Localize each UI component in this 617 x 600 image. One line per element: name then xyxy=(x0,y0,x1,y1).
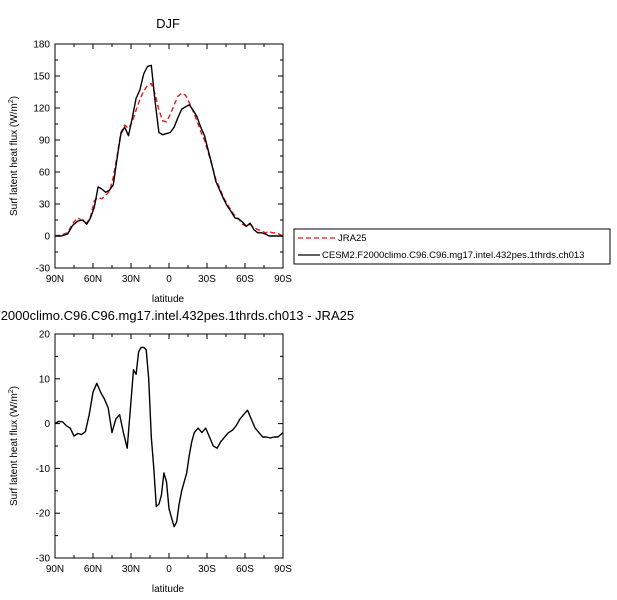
top-x-tick-label: 0 xyxy=(166,274,172,285)
bottom-plot-frame xyxy=(54,333,284,559)
top-series-line-jra25 xyxy=(54,82,284,237)
bottom-y-axis-label: Surf latent heat flux (W/m2) xyxy=(8,386,20,506)
bottom-series-lines xyxy=(54,346,284,528)
bottom-x-ticks: 90N 60N 30N 0 30S 60S 90S xyxy=(46,334,292,575)
top-y-tick-label: 120 xyxy=(33,104,50,115)
top-plot-frame xyxy=(54,43,284,269)
bottom-chart: 2.F2000climo.C96.C96.mg17.intel.432pes.1… xyxy=(0,308,354,595)
top-chart-title: DJF xyxy=(156,16,180,31)
top-x-ticks: 90N 60N 30N 0 30S 60S 90S xyxy=(46,44,292,285)
bottom-y-tick-label: 10 xyxy=(39,374,51,385)
top-x-tick-label: 30S xyxy=(198,274,216,285)
bottom-x-tick-label: 30S xyxy=(198,564,216,575)
top-x-tick-label: 30N xyxy=(122,274,140,285)
top-y-tick-label: 180 xyxy=(33,40,50,51)
top-chart: DJF -30 0 30 60 90 120 150 180 90N 60N 30N 0 30S 60S… xyxy=(8,16,292,305)
top-x-tick-label: 90N xyxy=(46,274,64,285)
bottom-y-tick-label: -20 xyxy=(36,509,51,520)
bottom-x-tick-label: 90N xyxy=(46,564,64,575)
top-series-lines xyxy=(54,64,284,237)
bottom-series-line-cesm2 xyxy=(54,346,284,528)
top-series-line-cesm2 xyxy=(55,64,283,237)
bottom-chart-title: 2.F2000climo.C96.C96.mg17.intel.432pes.1… xyxy=(0,308,354,323)
top-x-tick-label: 60S xyxy=(236,274,254,285)
legend: JRA25 CESM2.F2000climo.C96.C96.mg17.inte… xyxy=(293,228,611,265)
top-y-tick-label: 0 xyxy=(44,232,50,243)
top-x-tick-label: 60N xyxy=(84,274,102,285)
bottom-y-ticks: -30 -20 -10 0 10 20 xyxy=(36,330,283,565)
legend-label-cesm2: CESM2.F2000climo.C96.C96.mg17.intel.432p… xyxy=(322,250,584,261)
top-y-tick-label: 30 xyxy=(39,200,51,211)
legend-label-jra25: JRA25 xyxy=(338,233,367,244)
bottom-x-tick-label: 30N xyxy=(122,564,140,575)
legend-box xyxy=(293,228,611,265)
bottom-x-tick-label: 90S xyxy=(274,564,292,575)
top-y-tick-label: 90 xyxy=(39,136,51,147)
bottom-y-tick-label: 0 xyxy=(44,419,50,430)
top-y-tick-label: -30 xyxy=(36,264,51,275)
bottom-x-tick-label: 60N xyxy=(84,564,102,575)
bottom-y-tick-label: -30 xyxy=(36,554,51,565)
top-x-tick-label: 90S xyxy=(274,274,292,285)
top-x-axis-label: latitude xyxy=(152,294,185,305)
top-y-ticks: -30 0 30 60 90 120 150 180 xyxy=(33,40,283,275)
bottom-x-axis-label: latitude xyxy=(152,584,185,595)
top-y-axis-label: Surf latent heat flux (W/m2) xyxy=(8,96,20,216)
bottom-x-tick-label: 60S xyxy=(236,564,254,575)
bottom-y-tick-label: 20 xyxy=(39,330,51,341)
bottom-x-tick-label: 0 xyxy=(166,564,172,575)
top-y-tick-label: 150 xyxy=(33,72,50,83)
top-y-tick-label: 60 xyxy=(39,168,51,179)
bottom-y-tick-label: -10 xyxy=(36,464,51,475)
